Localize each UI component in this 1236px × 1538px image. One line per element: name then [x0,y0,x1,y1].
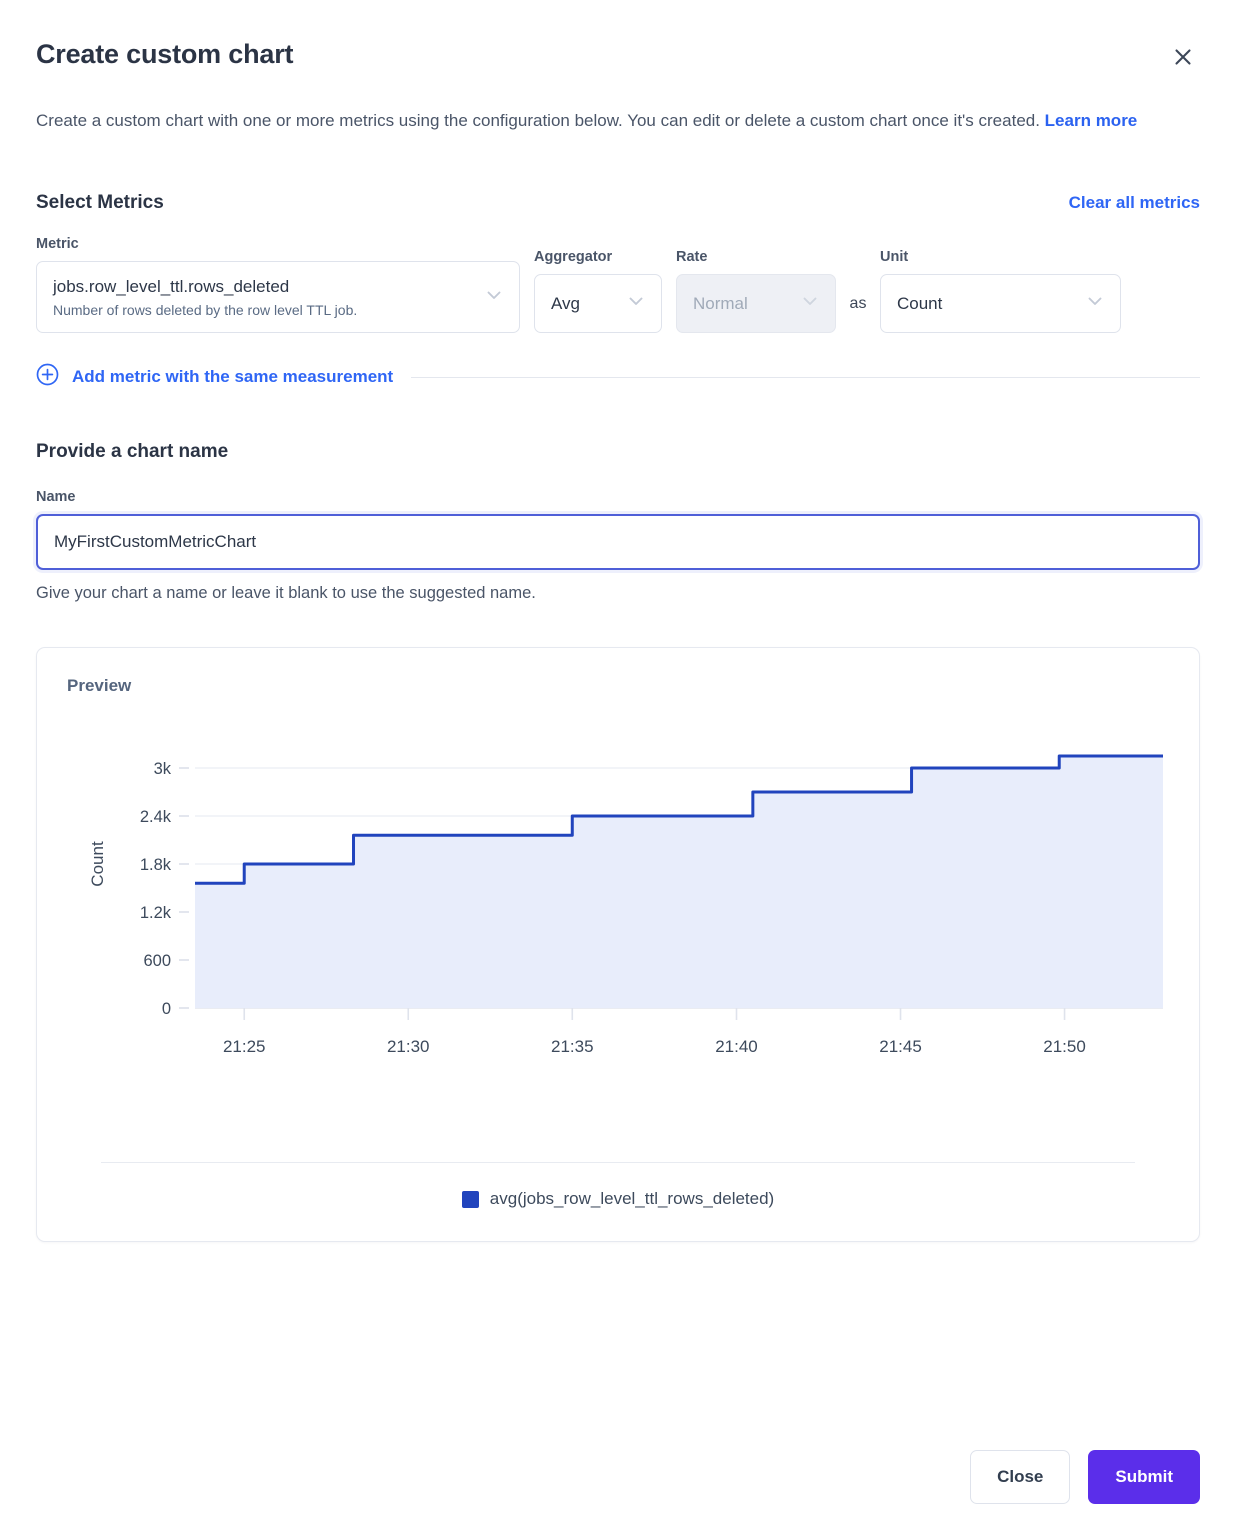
svg-text:21:40: 21:40 [715,1037,758,1056]
page-title: Create custom chart [36,39,294,69]
svg-text:21:35: 21:35 [551,1037,594,1056]
preview-title: Preview [67,676,132,696]
select-metrics-header: Select Metrics Clear all metrics [36,192,1200,214]
unit-column: Unit Count [880,249,1121,334]
learn-more-link[interactable]: Learn more [1044,111,1138,130]
rate-select: Normal [676,274,836,334]
svg-text:21:25: 21:25 [223,1037,266,1056]
aggregator-select[interactable]: Avg [534,274,662,334]
aggregator-label: Aggregator [534,249,613,266]
close-icon[interactable] [1170,42,1200,72]
clear-all-metrics-link[interactable]: Clear all metrics [1068,193,1200,213]
dialog-description: Create a custom chart with one or more m… [36,108,1171,134]
metric-select-description: Number of rows deleted by the row level … [53,302,358,319]
unit-texts: Count [897,293,1076,314]
chevron-down-icon [625,290,647,317]
chevron-down-icon [483,284,505,311]
unit-label: Unit [880,249,909,266]
metric-select[interactable]: jobs.row_level_ttl.rows_deleted Number o… [36,261,520,334]
rate-column: Rate Normal [676,249,836,334]
divider [411,376,1200,378]
legend-divider [101,1162,1135,1164]
metric-configuration-row: Metric jobs.row_level_ttl.rows_deleted N… [36,236,1200,334]
dialog-header: Create custom chart [36,0,1200,72]
metric-select-texts: jobs.row_level_ttl.rows_deleted Number o… [53,276,475,319]
legend-color-swatch [461,1190,479,1208]
add-metric-button[interactable]: Add metric with the same measurement [36,363,393,391]
dialog-footer: Close Submit [970,1450,1200,1504]
chart-svg: 0 600 1.2k 1.8k 2.4k 3k 21:25 21:30 21:35 21:40 21… [88,754,1163,1056]
svg-text:3k: 3k [154,760,172,778]
svg-text:21:45: 21:45 [879,1037,922,1056]
rate-label: Rate [676,249,708,266]
svg-text:0: 0 [162,1000,171,1018]
chart-name-input[interactable] [36,514,1200,571]
submit-button[interactable]: Submit [1088,1450,1200,1504]
as-label: as [849,294,867,312]
metric-select-value: jobs.row_level_ttl.rows_deleted [53,276,290,296]
chart-preview: 0 600 1.2k 1.8k 2.4k 3k 21:25 21:30 21:35 21:40 21… [63,716,1173,1156]
chart-legend: avg(jobs_row_level_ttl_rows_deleted) [63,1163,1173,1223]
metric-column: Metric jobs.row_level_ttl.rows_deleted N… [36,236,520,334]
unit-value: Count [897,294,943,314]
svg-text:Count: Count [88,841,107,887]
svg-text:2.4k: 2.4k [140,808,172,826]
svg-text:21:50: 21:50 [1043,1037,1086,1056]
add-metric-row: Add metric with the same measurement [36,363,1200,391]
dialog-description-text: Create a custom chart with one or more m… [36,111,1045,130]
legend-label[interactable]: avg(jobs_row_level_ttl_rows_deleted) [489,1189,775,1209]
aggregator-texts: Avg [551,293,617,314]
aggregator-value: Avg [551,294,580,314]
unit-select[interactable]: Count [880,274,1121,334]
chart-name-section: Provide a chart name Name Give your char… [36,441,1200,603]
svg-text:1.2k: 1.2k [140,904,172,922]
plus-circle-icon [36,363,59,391]
metric-label: Metric [36,236,79,253]
svg-text:1.8k: 1.8k [140,856,172,874]
name-label: Name [36,489,76,506]
chevron-down-icon [799,290,821,317]
rate-texts: Normal [693,293,791,314]
aggregator-column: Aggregator Avg [534,249,662,334]
chart-name-title: Provide a chart name [36,441,229,463]
svg-text:600: 600 [143,952,171,970]
chevron-down-icon [1084,290,1106,317]
preview-card: Preview 0 600 1.2k 1.8k 2.4k 3k 21:25 21:30 21:3… [36,647,1200,1243]
name-help-text: Give your chart a name or leave it blank… [36,584,536,603]
close-button[interactable]: Close [970,1450,1071,1504]
rate-value: Normal [693,294,748,314]
svg-text:21:30: 21:30 [387,1037,430,1056]
add-metric-label: Add metric with the same measurement [72,367,394,387]
select-metrics-title: Select Metrics [36,192,164,214]
